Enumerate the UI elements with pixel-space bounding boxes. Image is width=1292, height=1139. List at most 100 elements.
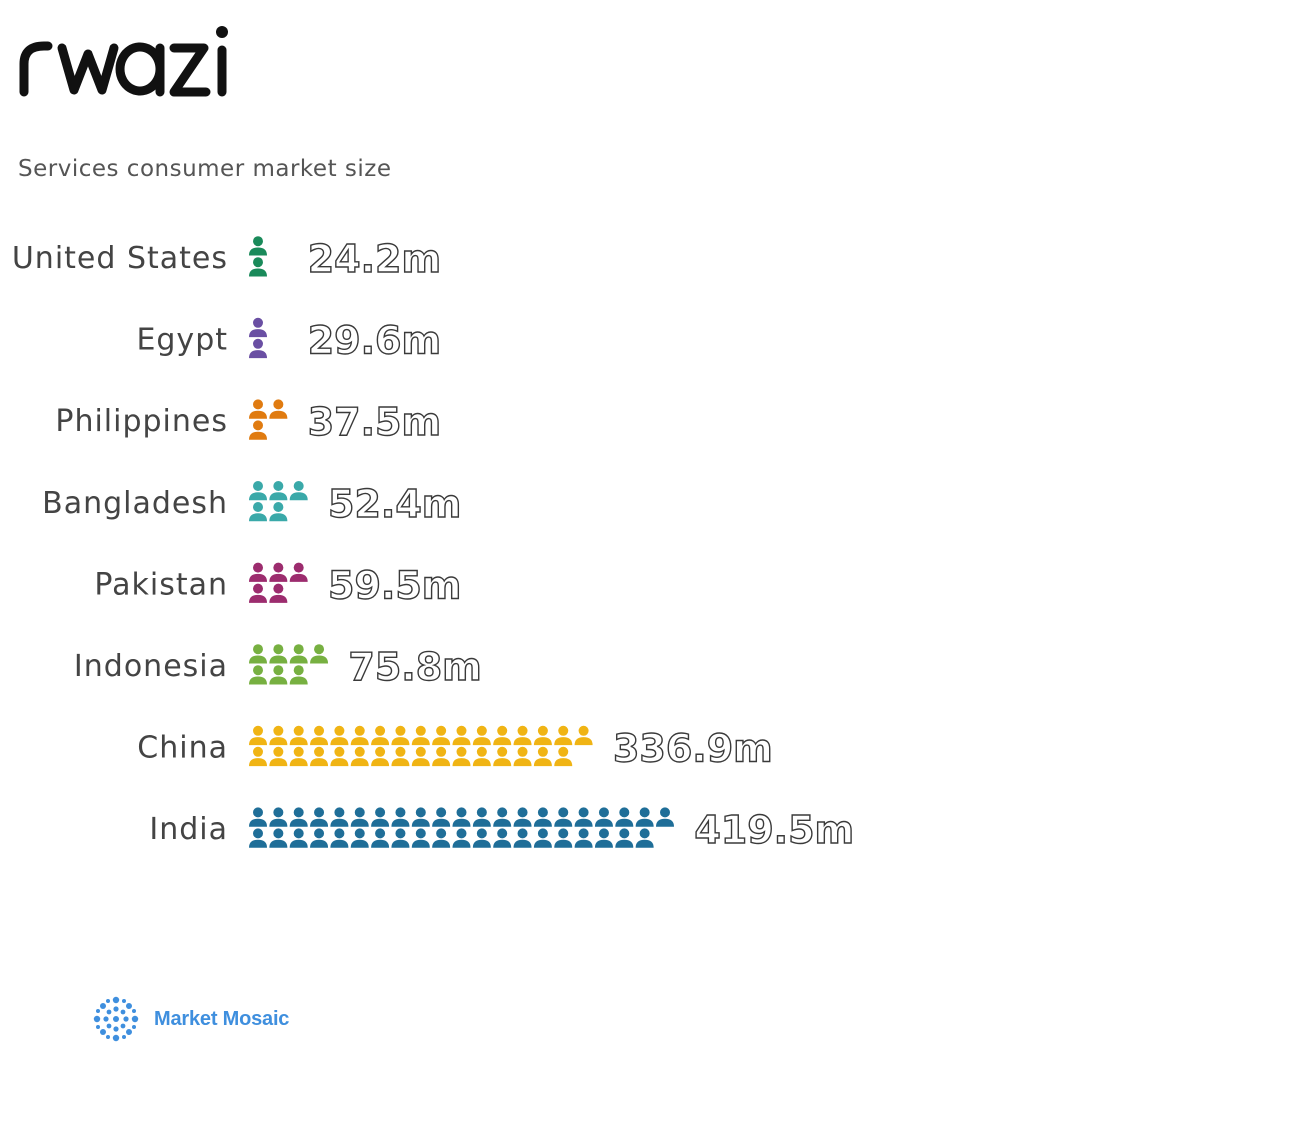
bar-row: Egypt 29.6m bbox=[136, 317, 442, 363]
value-label: 24.2m bbox=[308, 237, 441, 281]
person-icon bbox=[615, 828, 634, 848]
person-icon bbox=[574, 725, 593, 746]
person-icon bbox=[350, 807, 369, 827]
category-label: Philippines bbox=[55, 404, 228, 439]
person-icon bbox=[656, 828, 674, 848]
person-icon bbox=[249, 665, 267, 685]
person-icon bbox=[310, 665, 321, 685]
person-icon bbox=[411, 746, 430, 767]
category-label: Indonesia bbox=[74, 649, 228, 684]
value-label: 37.5m bbox=[308, 400, 441, 444]
person-icon bbox=[594, 807, 613, 827]
person-icon bbox=[269, 562, 288, 582]
person-icon bbox=[493, 725, 512, 746]
person-icon bbox=[411, 828, 430, 848]
person-icon bbox=[635, 807, 654, 827]
person-icon bbox=[249, 746, 267, 767]
bar-mark bbox=[249, 807, 674, 848]
bar-row: Pakistan 59.5m bbox=[94, 562, 462, 608]
person-icon bbox=[269, 317, 287, 338]
person-icon bbox=[289, 583, 307, 603]
person-icon bbox=[330, 725, 349, 746]
person-icon bbox=[432, 746, 451, 767]
person-icon bbox=[310, 644, 329, 664]
person-icon bbox=[249, 481, 267, 501]
person-icon bbox=[269, 725, 288, 746]
person-icon bbox=[615, 807, 634, 827]
person-icon bbox=[350, 746, 369, 767]
value-label: 52.4m bbox=[328, 482, 461, 526]
person-icon bbox=[513, 746, 532, 767]
person-icon bbox=[289, 665, 308, 685]
person-icon bbox=[493, 828, 512, 848]
person-icon bbox=[371, 725, 390, 746]
person-icon bbox=[391, 828, 410, 848]
person-icon bbox=[594, 828, 613, 848]
person-icon bbox=[411, 725, 430, 746]
person-icon bbox=[249, 583, 267, 603]
market-mosaic-footer: Market Mosaic bbox=[92, 996, 289, 1042]
person-icon bbox=[350, 828, 369, 848]
person-icon bbox=[533, 746, 552, 767]
person-icon bbox=[269, 583, 288, 603]
person-icon bbox=[310, 828, 329, 848]
person-icon bbox=[656, 807, 674, 827]
person-icon bbox=[330, 746, 349, 767]
person-icon bbox=[249, 562, 267, 582]
bar-mark bbox=[249, 317, 287, 359]
person-icon bbox=[289, 502, 295, 522]
person-icon bbox=[371, 746, 390, 767]
person-icon bbox=[249, 236, 267, 256]
category-label: China bbox=[137, 731, 228, 766]
value-label: 336.9m bbox=[613, 727, 773, 771]
bar-row: Indonesia 75.8m bbox=[74, 644, 482, 690]
person-icon bbox=[472, 725, 491, 746]
person-icon bbox=[574, 828, 593, 848]
category-label: Egypt bbox=[136, 323, 228, 358]
person-icon bbox=[249, 502, 267, 522]
person-icon bbox=[249, 338, 267, 359]
person-icon bbox=[249, 420, 267, 440]
person-icon bbox=[391, 725, 410, 746]
value-label: 59.5m bbox=[328, 563, 461, 607]
category-label: Bangladesh bbox=[42, 486, 228, 521]
person-icon bbox=[289, 746, 308, 767]
person-icon bbox=[269, 481, 288, 501]
person-icon bbox=[554, 828, 573, 848]
person-icon bbox=[269, 502, 288, 522]
person-icon bbox=[472, 746, 491, 767]
chart-subtitle: Services consumer market size bbox=[18, 156, 392, 182]
person-icon bbox=[391, 746, 410, 767]
person-icon bbox=[432, 807, 451, 827]
person-icon bbox=[513, 807, 532, 827]
person-icon bbox=[269, 807, 288, 827]
pictograph-chart: United States 24.2m Egypt 29.6m Philippines 3… bbox=[12, 236, 855, 853]
person-icon bbox=[371, 807, 390, 827]
person-icon bbox=[635, 828, 654, 848]
person-icon bbox=[574, 746, 588, 767]
person-icon bbox=[574, 807, 593, 827]
person-icon bbox=[269, 746, 288, 767]
bar-mark bbox=[249, 562, 308, 603]
rwazi-logo bbox=[18, 20, 238, 100]
bar-mark bbox=[249, 644, 329, 685]
person-icon bbox=[493, 746, 512, 767]
person-icon bbox=[330, 828, 349, 848]
person-icon bbox=[554, 807, 573, 827]
person-icon bbox=[269, 665, 288, 685]
person-icon bbox=[289, 807, 308, 827]
person-icon bbox=[554, 746, 573, 767]
value-label: 29.6m bbox=[308, 319, 441, 363]
bar-mark bbox=[249, 236, 277, 277]
person-icon bbox=[533, 828, 552, 848]
person-icon bbox=[533, 725, 552, 746]
person-icon bbox=[289, 562, 308, 582]
value-label: 419.5m bbox=[694, 808, 854, 852]
person-icon bbox=[269, 420, 283, 440]
person-icon bbox=[411, 807, 430, 827]
person-icon bbox=[289, 725, 308, 746]
person-icon bbox=[249, 644, 267, 664]
person-icon bbox=[269, 399, 288, 419]
person-icon bbox=[310, 807, 329, 827]
person-icon bbox=[269, 828, 288, 848]
